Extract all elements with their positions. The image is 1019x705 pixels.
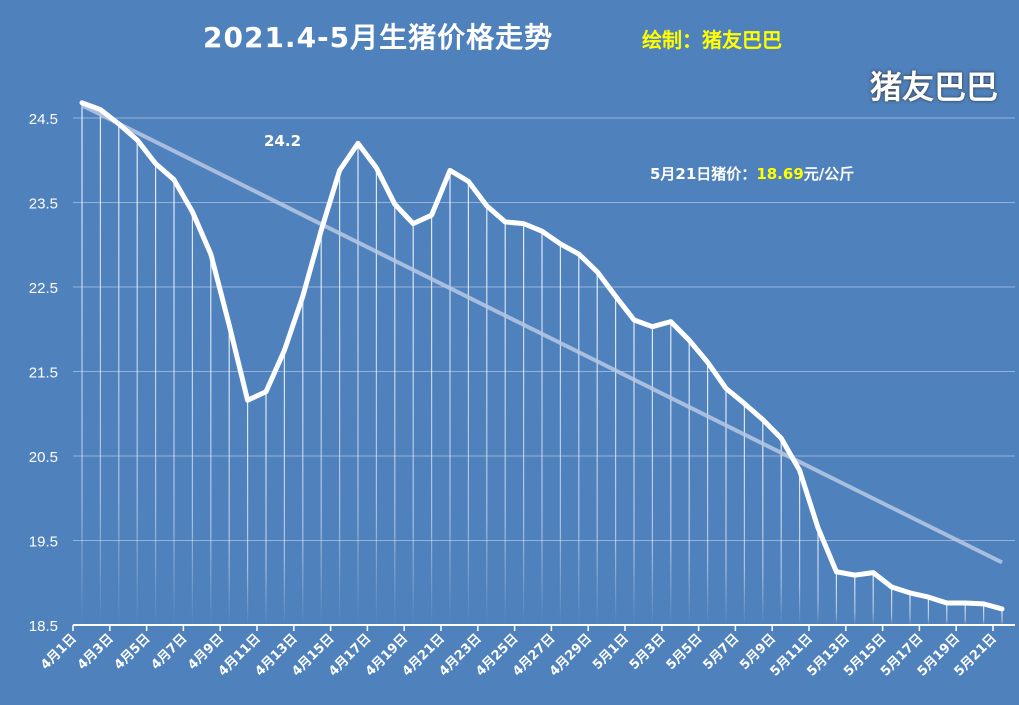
drop-line xyxy=(99,109,101,626)
drop-line xyxy=(155,163,157,625)
drop-line xyxy=(780,438,782,625)
drop-line xyxy=(173,179,175,625)
chart-credit: 绘制：猪友巴巴 xyxy=(642,28,782,52)
drop-line xyxy=(633,319,635,625)
x-tick-label: 5月3日 xyxy=(627,631,669,673)
drop-line xyxy=(799,470,801,625)
drop-line xyxy=(872,572,874,625)
drop-line xyxy=(854,575,856,625)
drop-line xyxy=(946,603,948,625)
x-tick-label: 4月7日 xyxy=(148,631,190,673)
drop-line xyxy=(596,271,598,625)
drop-line xyxy=(523,223,525,625)
x-tick-label: 5月7日 xyxy=(700,631,742,673)
drop-line xyxy=(136,139,138,625)
drop-line xyxy=(927,597,929,625)
y-tick-label: 19.5 xyxy=(29,534,58,551)
y-tick-label: 23.5 xyxy=(29,196,58,213)
latest-value: 18.69 xyxy=(756,165,804,183)
drop-line xyxy=(449,170,451,625)
drop-line xyxy=(118,123,120,625)
y-tick-label: 18.5 xyxy=(29,618,58,635)
chart-title: 2021.4-5月生猪价格走势 xyxy=(203,21,554,54)
drop-line xyxy=(762,419,764,625)
y-tick-label: 24.5 xyxy=(29,111,58,128)
drop-line xyxy=(320,230,322,625)
latest-price-annotation: 5月21日猪价：18.69元/公斤 xyxy=(650,163,854,184)
drop-line xyxy=(228,325,230,625)
drop-line xyxy=(688,340,690,625)
drop-line xyxy=(504,221,506,625)
latest-prefix: 5月21日猪价： xyxy=(650,165,757,183)
drop-line xyxy=(394,204,396,625)
drop-line xyxy=(210,254,212,626)
drop-line xyxy=(707,362,709,625)
drop-line xyxy=(835,571,837,625)
drop-line xyxy=(817,527,819,625)
x-tick-label: 5月1日 xyxy=(590,631,632,673)
y-tick-label: 22.5 xyxy=(29,280,58,297)
drop-line xyxy=(265,391,267,625)
watermark: 猪友巴巴 xyxy=(870,68,999,106)
drop-line xyxy=(357,143,359,625)
drop-line xyxy=(1001,608,1003,625)
peak-label: 24.2 xyxy=(264,132,302,150)
drop-line xyxy=(559,243,561,625)
drop-line xyxy=(191,211,193,626)
drop-line xyxy=(541,231,543,626)
drop-line xyxy=(964,603,966,625)
drop-line xyxy=(431,215,433,626)
drop-line xyxy=(909,592,911,625)
y-tick-label: 20.5 xyxy=(29,449,58,466)
drop-line xyxy=(670,321,672,625)
drop-line xyxy=(283,350,285,625)
drop-line xyxy=(302,296,304,625)
drop-line xyxy=(247,400,249,625)
drop-line xyxy=(578,254,580,626)
y-tick-label: 21.5 xyxy=(29,365,58,382)
drop-line xyxy=(412,223,414,625)
x-tick-label: 4月3日 xyxy=(75,631,117,673)
x-tick-label: 4月5日 xyxy=(112,631,154,673)
drop-line xyxy=(81,102,83,626)
drop-line xyxy=(615,296,617,625)
latest-suffix: 元/公斤 xyxy=(803,165,855,183)
drop-line xyxy=(467,181,469,625)
drop-line xyxy=(339,170,341,625)
drop-line xyxy=(743,403,745,625)
drop-line xyxy=(725,388,727,625)
drop-line xyxy=(891,586,893,625)
trendline xyxy=(81,103,1003,565)
x-tick-label: 4月1日 xyxy=(38,631,80,673)
drop-line xyxy=(375,167,377,626)
drop-line xyxy=(651,326,653,625)
drop-line xyxy=(983,603,985,625)
drop-line xyxy=(486,205,488,625)
x-tick-label: 5月5日 xyxy=(664,631,706,673)
